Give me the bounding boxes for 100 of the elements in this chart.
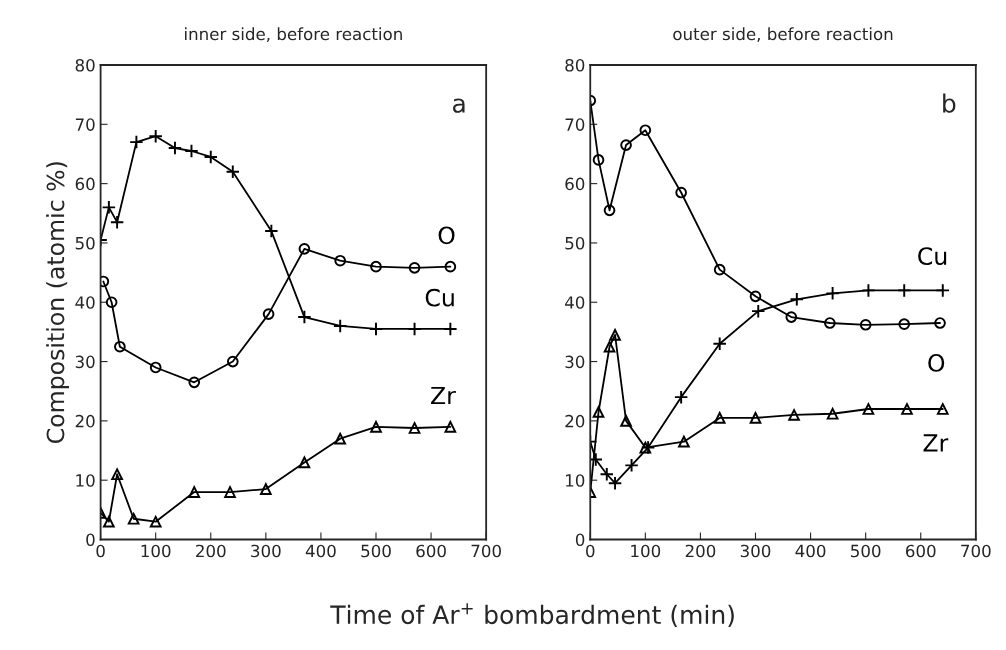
point: [607, 475, 623, 491]
point: [149, 515, 162, 528]
point: [861, 283, 876, 298]
y-tick-label: 0: [575, 533, 585, 547]
point: [678, 435, 690, 448]
point: [788, 409, 800, 421]
point: [408, 262, 421, 274]
x-tick-label: 500: [361, 544, 391, 558]
x-tick-label: 100: [631, 544, 661, 558]
point: [188, 486, 201, 498]
point: [149, 361, 162, 374]
point: [603, 204, 616, 217]
y-tick-label: 40: [565, 296, 585, 309]
y-tick-label: 70: [565, 118, 585, 131]
point: [592, 154, 605, 166]
point: [334, 254, 347, 267]
point: [675, 186, 687, 199]
series-label: Zr: [923, 434, 949, 452]
x-tick-label: 600: [906, 544, 936, 558]
x-tick-label: 600: [416, 544, 446, 558]
x-tick-label: 300: [251, 544, 281, 558]
x-tick-label: 500: [851, 544, 881, 558]
point: [109, 214, 125, 230]
point: [408, 422, 421, 434]
point: [639, 124, 652, 137]
point: [260, 483, 272, 495]
point: [862, 403, 875, 415]
point: [789, 292, 805, 307]
point: [713, 263, 726, 276]
x-tick-label: 0: [586, 544, 595, 558]
point: [751, 303, 766, 319]
point: [297, 309, 312, 325]
point: [226, 355, 239, 368]
point: [225, 164, 241, 179]
point: [825, 286, 840, 301]
x-axis-title: Time of Ar$^{+}$ bombardment (min): [330, 603, 734, 628]
point: [749, 412, 762, 424]
point: [101, 200, 117, 215]
annotation: b: [943, 93, 956, 113]
point: [103, 515, 115, 528]
y-tick-label: 50: [75, 236, 95, 250]
point: [262, 308, 275, 320]
point: [188, 376, 201, 389]
point: [826, 407, 839, 420]
x-tick-label: 200: [685, 544, 716, 558]
point: [620, 139, 632, 151]
y-tick-label: 60: [75, 177, 95, 191]
series-label: Cu: [425, 288, 454, 307]
y-tick-label: 80: [565, 58, 585, 72]
y-tick-label: 50: [565, 236, 585, 250]
y-axis-title: Composition (atomic %): [46, 162, 69, 443]
point: [105, 296, 118, 309]
point: [129, 134, 144, 150]
annotation: a: [453, 98, 465, 113]
x-tick-label: 700: [471, 544, 501, 558]
x-tick-label: 300: [740, 544, 771, 558]
y-tick-label: 40: [75, 296, 95, 309]
point: [609, 329, 621, 341]
point: [712, 336, 727, 351]
point: [639, 441, 652, 454]
point: [167, 140, 183, 156]
x-tick-label: 0: [96, 544, 105, 558]
point: [859, 318, 872, 331]
point: [114, 340, 126, 353]
point: [444, 420, 457, 433]
y-tick-label: 20: [565, 414, 585, 428]
x-tick-label: 400: [795, 544, 826, 558]
point: [443, 321, 458, 337]
point: [824, 317, 836, 329]
point: [298, 456, 311, 469]
y-tick-label: 0: [86, 533, 95, 547]
point: [334, 432, 347, 445]
point: [224, 486, 236, 498]
point: [785, 311, 798, 323]
point: [332, 318, 348, 334]
point: [184, 143, 199, 159]
y-tick-label: 30: [565, 355, 585, 369]
point: [370, 420, 382, 433]
point: [592, 406, 605, 418]
point: [203, 149, 218, 165]
point: [148, 128, 163, 144]
point: [599, 467, 614, 482]
x-tick-label: 200: [196, 544, 226, 558]
y-tick-label: 30: [75, 355, 95, 369]
point: [264, 223, 279, 239]
point: [897, 283, 912, 298]
y-tick-label: 70: [75, 118, 95, 131]
point: [713, 412, 726, 424]
point: [127, 512, 140, 525]
point: [298, 243, 311, 255]
chart-title: outer side, before reaction: [673, 27, 893, 42]
series-label: Zr: [431, 386, 456, 405]
x-tick-label: 100: [141, 544, 171, 558]
y-tick-label: 10: [566, 474, 585, 487]
series-label: O: [928, 353, 945, 372]
point: [935, 283, 950, 298]
point: [444, 260, 457, 273]
point: [934, 317, 946, 329]
point: [673, 389, 689, 405]
point: [901, 403, 913, 415]
